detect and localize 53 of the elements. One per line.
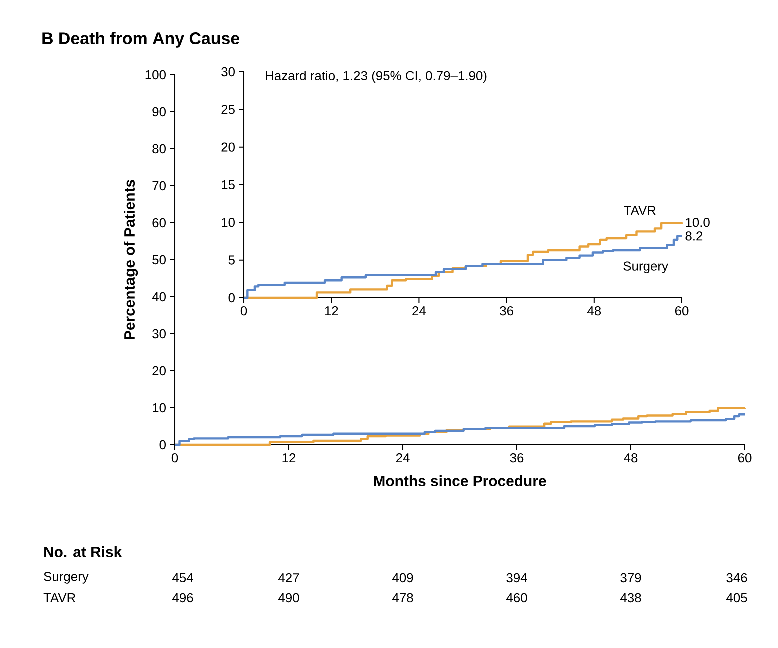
y-tick-label: 20 (222, 142, 235, 152)
x-tick-label: 60 (675, 306, 689, 316)
annotation: Hazard ratio, 1.23 (95% CI, 0.79–1.90) (266, 70, 487, 84)
text: 405 (726, 593, 748, 603)
x-tick-label: 12 (282, 454, 296, 463)
x-tick-label: 24 (396, 454, 410, 463)
annotation: 8.2 (686, 232, 703, 241)
y-tick-label: 10 (222, 218, 235, 228)
y-tick-label: 80 (152, 144, 166, 154)
text: 379 (620, 573, 642, 583)
y-tick-label: 0 (228, 293, 235, 303)
y-tick-label: 30 (222, 67, 235, 77)
text: No. at Risk (44, 546, 122, 558)
x-tick-label: 36 (500, 306, 514, 316)
text: 427 (278, 573, 300, 583)
y-tick-label: 0 (160, 440, 166, 450)
x-tick-label: 0 (172, 454, 178, 463)
x-tick-label: 24 (412, 306, 426, 316)
x-tick-label: 60 (738, 454, 752, 463)
y-tick-label: 5 (228, 256, 235, 265)
y-tick-label: 100 (146, 70, 166, 80)
text: 394 (506, 573, 528, 583)
text: 478 (392, 593, 414, 603)
text: 409 (392, 573, 414, 583)
series-label: TAVR (624, 206, 656, 216)
text: 454 (172, 573, 194, 582)
y-tick-label: 25 (222, 105, 235, 114)
x-tick-label: 48 (624, 454, 638, 463)
y-tick-label: 30 (152, 329, 166, 339)
x-tick-label: 48 (588, 306, 602, 316)
y-tick-label: 40 (152, 292, 166, 302)
text: 346 (726, 573, 748, 583)
chart-title: B Death from Any Cause (42, 32, 240, 48)
y-tick-label: 60 (152, 218, 166, 228)
y-tick-label: 10 (153, 403, 166, 413)
y-tick-label: 50 (152, 255, 166, 265)
y-tick-label: 15 (222, 180, 235, 190)
text: 438 (620, 593, 642, 603)
text: 460 (506, 593, 528, 603)
y-axis-title: Percentage of Patients (124, 180, 138, 340)
x-axis-title: Months since Procedure (374, 476, 546, 486)
text: TAVR (44, 594, 76, 602)
x-tick-label: 12 (325, 306, 338, 316)
x-tick-label: 36 (510, 454, 524, 463)
y-tick-label: 20 (152, 366, 166, 376)
text: 496 (172, 593, 194, 603)
y-tick-label: 70 (152, 181, 166, 191)
annotation: 10.0 (686, 218, 710, 228)
text: Surgery (44, 572, 89, 584)
x-tick-label: 0 (240, 306, 248, 316)
series-label: Surgery (624, 262, 668, 274)
y-tick-label: 90 (152, 107, 166, 117)
text: 490 (278, 593, 300, 603)
